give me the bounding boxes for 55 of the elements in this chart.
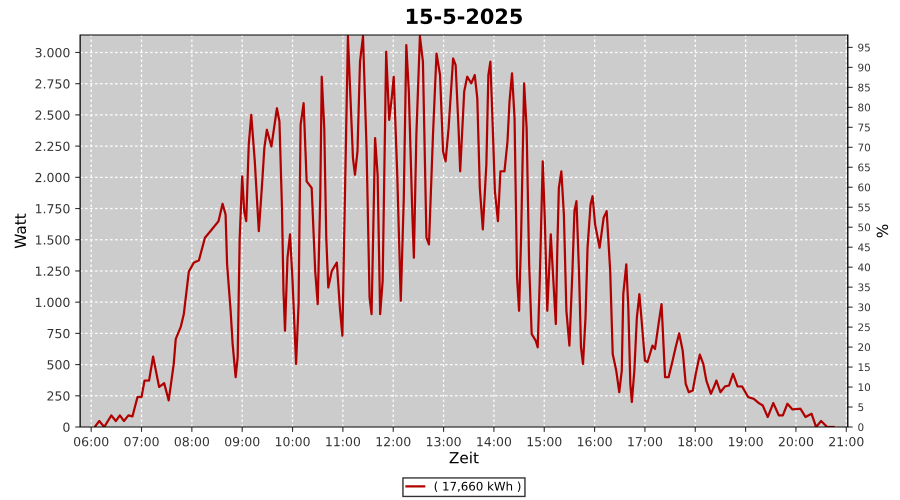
y2-tick-label: 80 xyxy=(858,104,870,112)
x-tick-label: 20:00 xyxy=(778,436,814,446)
y2-tick-label: 10 xyxy=(858,383,870,392)
y2-tick-label: 40 xyxy=(858,263,870,272)
y-tick-label: 1.500 xyxy=(36,235,70,245)
y-axis-title: Watt xyxy=(14,214,26,248)
y2-tick-label: 5 xyxy=(858,403,864,412)
y-tick-label: 1.250 xyxy=(36,266,70,276)
y2-tick-label: 95 xyxy=(858,44,870,52)
x-tick-label: 11:00 xyxy=(326,436,360,446)
y-tick-label: 1.000 xyxy=(36,298,70,308)
y-tick-label: 2.250 xyxy=(36,142,70,152)
legend-label: ( 17,660 kWh ) xyxy=(434,482,520,492)
y2-tick-label: 0 xyxy=(858,423,864,432)
x-tick-label: 18:00 xyxy=(678,436,712,446)
y2-tick-label: 35 xyxy=(858,283,870,292)
x-tick-label: 09:00 xyxy=(225,436,260,446)
x-tick-label: 17:00 xyxy=(628,436,662,446)
x-tick-label: 08:00 xyxy=(174,436,210,446)
y2-tick-label: 50 xyxy=(858,223,870,232)
x-axis-title: Zeit xyxy=(450,452,479,464)
y2-tick-label: 15 xyxy=(858,363,870,372)
y2-tick-label: 45 xyxy=(858,244,870,252)
y-tick-label: 0 xyxy=(63,422,70,432)
y-tick-label: 3.000 xyxy=(36,48,70,58)
y-tick-label: 2.500 xyxy=(36,110,70,120)
y-tick-label: 500 xyxy=(47,360,70,370)
y2-tick-label: 85 xyxy=(858,84,870,92)
y-tick-label: 1.750 xyxy=(36,204,70,214)
x-tick-label: 10:00 xyxy=(276,436,310,446)
x-tick-label: 21:00 xyxy=(829,436,864,446)
y2-tick-label: 25 xyxy=(858,323,870,332)
y-tick-label: 250 xyxy=(47,391,70,401)
y2-tick-label: 65 xyxy=(858,163,870,172)
y2-tick-label: 30 xyxy=(858,303,870,312)
chart-title: 15-5-2025 xyxy=(406,8,522,24)
x-tick-label: 14:00 xyxy=(477,436,512,446)
y-tick-label: 2.750 xyxy=(36,79,70,89)
x-tick-label: 06:00 xyxy=(74,436,108,446)
x-tick-label: 15:00 xyxy=(528,436,562,446)
x-tick-label: 07:00 xyxy=(124,436,159,446)
x-tick-label: 19:00 xyxy=(728,436,763,446)
y-tick-label: 750 xyxy=(48,328,70,338)
x-tick-label: 13:00 xyxy=(426,436,461,446)
y2-tick-label: 75 xyxy=(858,124,870,132)
y2-tick-label: 70 xyxy=(858,144,870,152)
x-tick-label: 12:00 xyxy=(376,436,410,446)
y-tick-label: 2.000 xyxy=(36,172,70,182)
y2-tick-label: 55 xyxy=(858,204,870,212)
y2-tick-label: 20 xyxy=(858,343,870,352)
y2-tick-label: 60 xyxy=(858,183,870,192)
x-tick-label: 16:00 xyxy=(578,436,612,446)
line-series xyxy=(94,35,835,427)
y2-axis-title: % xyxy=(876,224,888,238)
y2-tick-label: 90 xyxy=(858,64,870,72)
